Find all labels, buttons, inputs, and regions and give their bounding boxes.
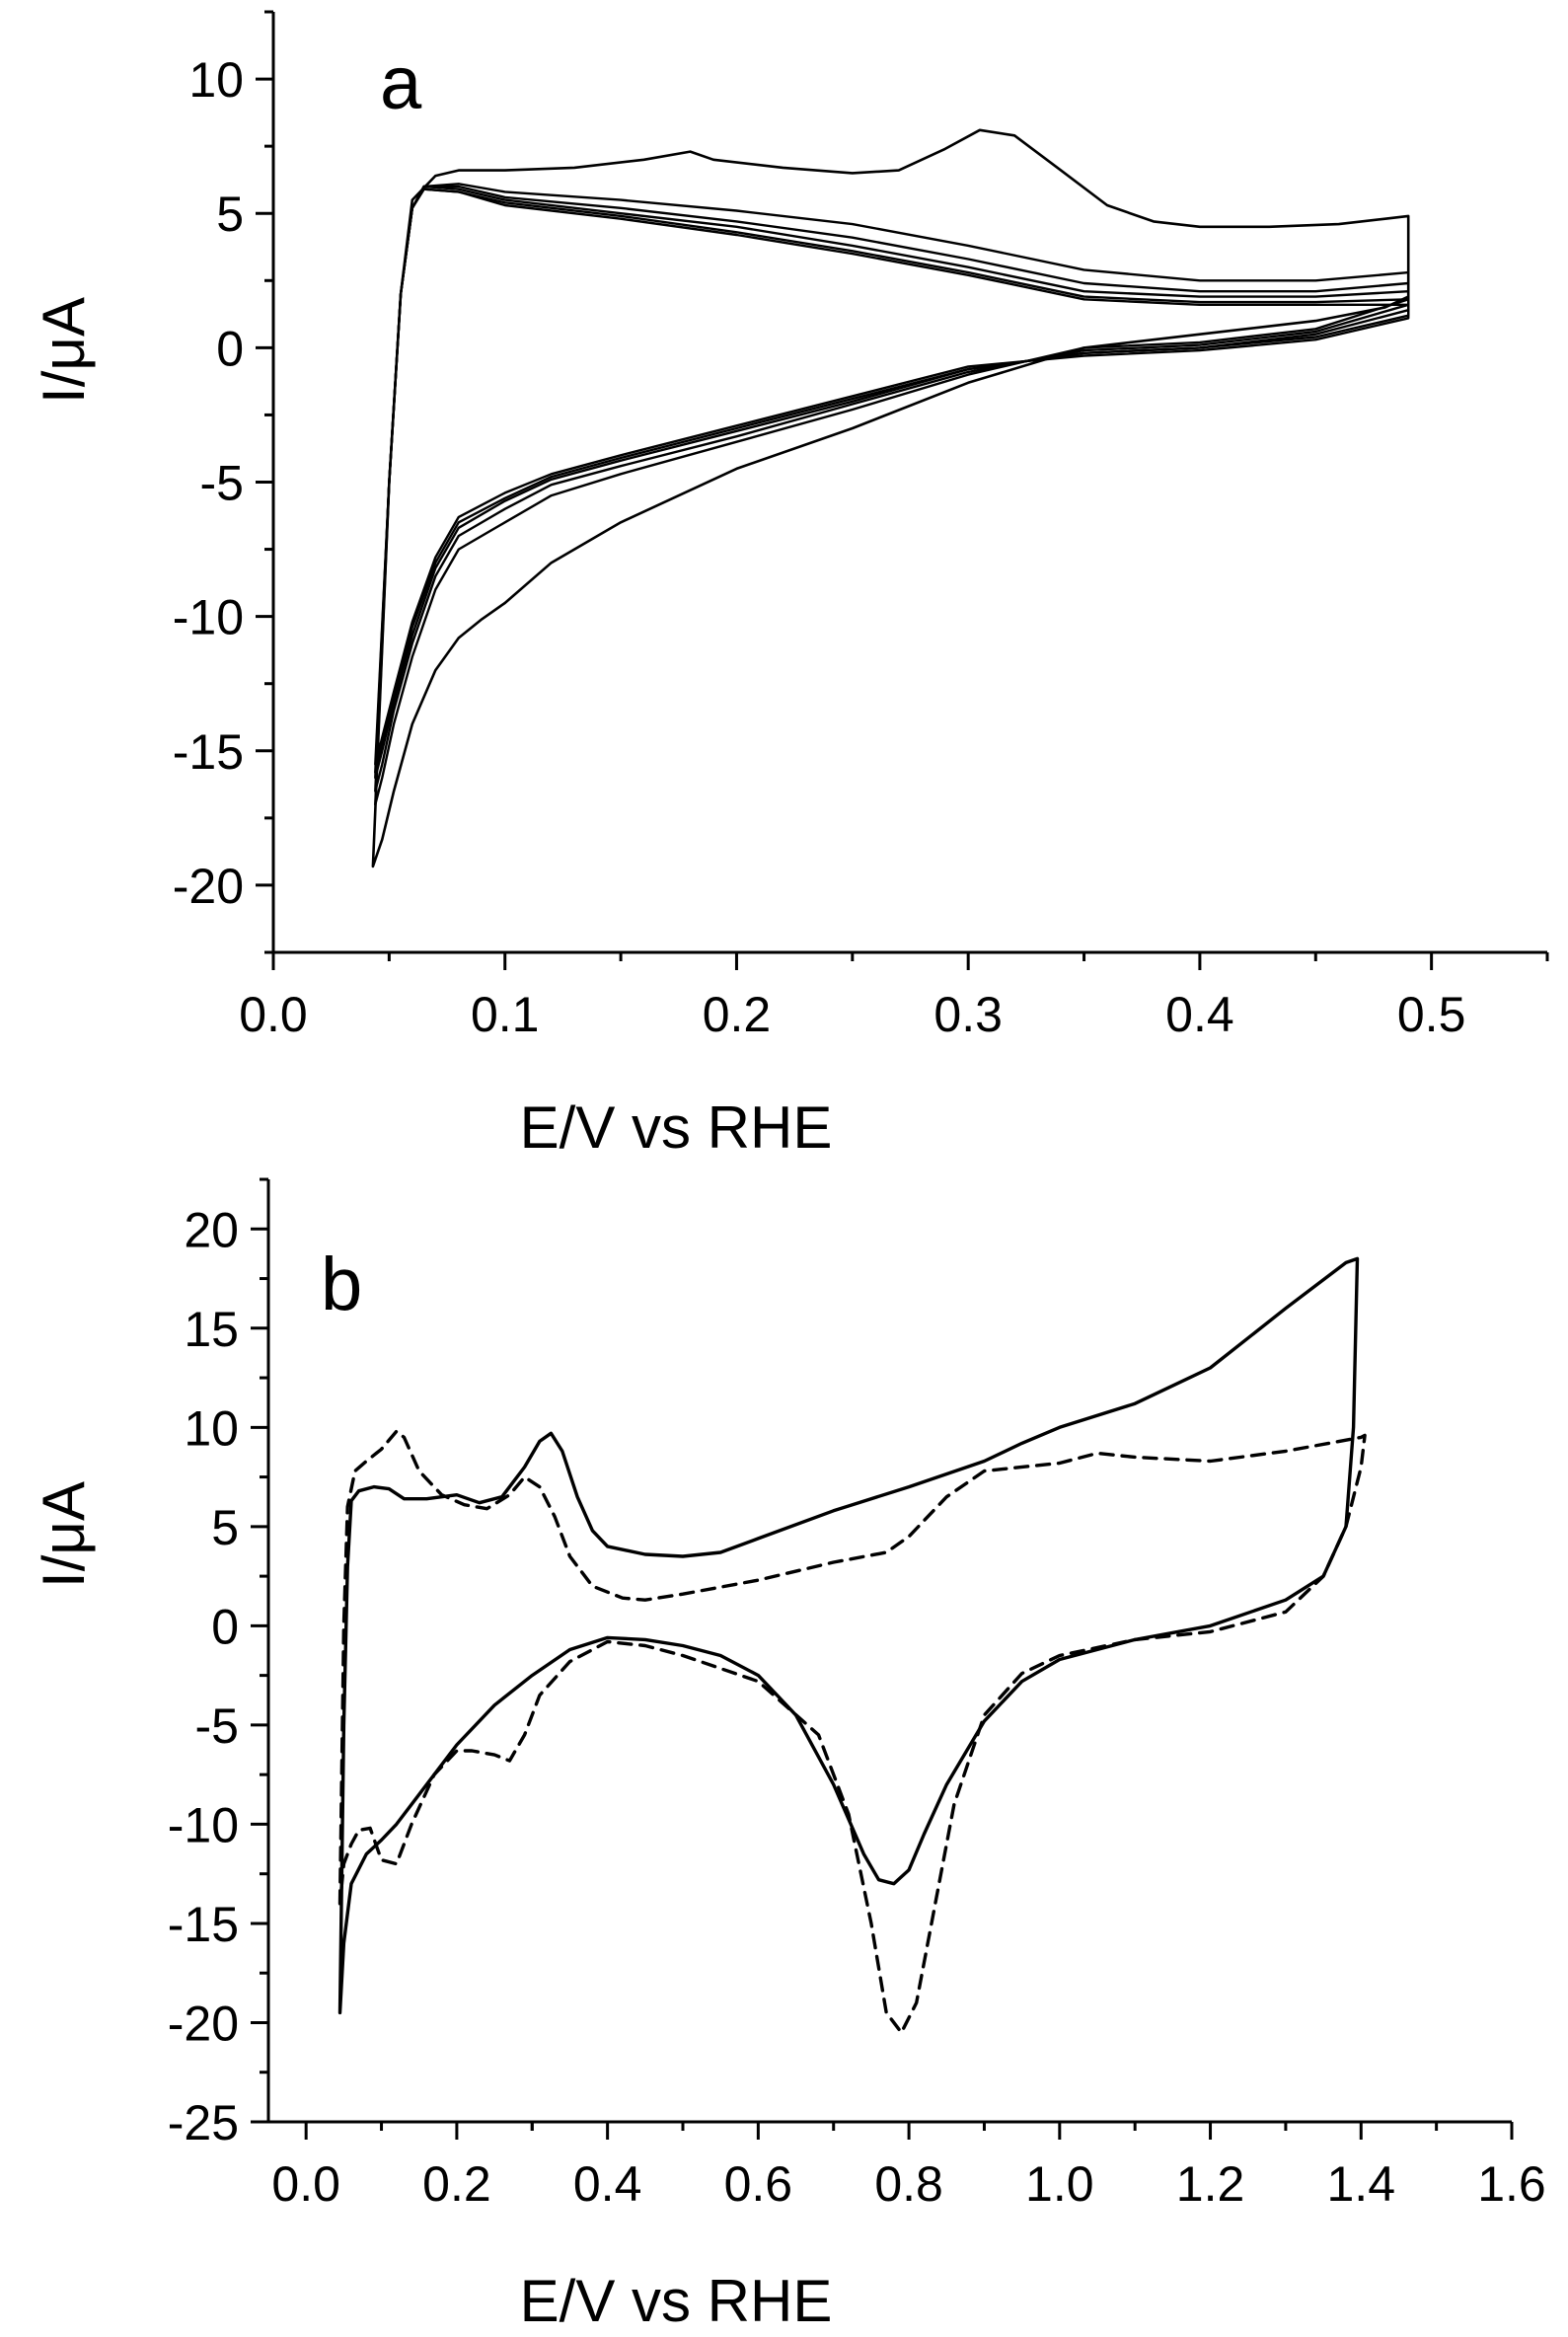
chart-b-x-tick-label-7: 1.4 bbox=[1327, 2156, 1396, 2212]
chart-a-x-tick-label-4: 0.4 bbox=[1165, 987, 1234, 1042]
chart-b-series-solid bbox=[337, 1256, 1360, 2015]
chart-a-series-cycle-6 bbox=[374, 188, 1410, 766]
chart-a-series-cycle-1 bbox=[371, 128, 1410, 868]
chart-a-x-tick-label-1: 0.1 bbox=[471, 987, 540, 1042]
chart-a-y-tick-label-4: 0 bbox=[216, 321, 244, 376]
chart-a-x-tick-label-2: 0.2 bbox=[703, 987, 772, 1042]
chart-a-series-cycle-2 bbox=[374, 183, 1410, 806]
chart-b-x-tick-label-3: 0.6 bbox=[724, 2156, 793, 2212]
chart-b-series-layer bbox=[337, 1256, 1367, 2035]
chart-b-y-tick-label-9: 20 bbox=[184, 1202, 239, 1257]
chart-a-x-tick-label-3: 0.3 bbox=[933, 987, 1003, 1042]
chart-a-y-tick-label-6: 10 bbox=[188, 52, 244, 108]
chart-b-y-tick-label-8: 15 bbox=[184, 1302, 239, 1357]
chart-b-y-tick-label-2: -15 bbox=[168, 1897, 239, 1952]
chart-b-axes bbox=[251, 1177, 1514, 2140]
chart-a-y-tick-label-5: 5 bbox=[216, 187, 244, 242]
chart-b-x-tick-label-8: 1.6 bbox=[1477, 2156, 1546, 2212]
chart-a-y-tick-label-1: -15 bbox=[173, 724, 244, 780]
chart-a-y-tick-label-0: -20 bbox=[173, 859, 244, 914]
chart-b-series-dashed bbox=[337, 1429, 1367, 2035]
chart-panel-b: 0.0 0.2 0.4 0.6 0.8 1.0 1.2 1.4 1.6 -25 -20 -15 -10 -… bbox=[31, 1177, 1546, 2334]
chart-b-panel-label: b bbox=[321, 1243, 362, 1326]
chart-b-x-tick-label-4: 0.8 bbox=[874, 2156, 943, 2212]
chart-b-tick-labels: 0.0 0.2 0.4 0.6 0.8 1.0 1.2 1.4 1.6 -25 -20 -15 -10 -… bbox=[168, 1202, 1546, 2212]
chart-a-x-tick-label-0: 0.0 bbox=[239, 987, 308, 1042]
chart-b-y-axis-title: I/μA bbox=[31, 1481, 97, 1588]
chart-b-y-tick-label-0: -25 bbox=[168, 2095, 239, 2150]
chart-a-panel-label: a bbox=[380, 41, 422, 125]
chart-b-x-tick-label-2: 0.4 bbox=[573, 2156, 642, 2212]
chart-a-x-tick-label-5: 0.5 bbox=[1397, 987, 1466, 1042]
chart-a-axes bbox=[256, 10, 1549, 970]
chart-b-y-tick-label-5: 0 bbox=[211, 1599, 239, 1654]
chart-a-series-layer bbox=[371, 128, 1410, 868]
chart-a-y-tick-label-3: -5 bbox=[200, 456, 244, 511]
chart-b-y-tick-label-6: 5 bbox=[211, 1500, 239, 1555]
chart-b-y-tick-label-4: -5 bbox=[195, 1698, 239, 1754]
chart-b-y-tick-label-3: -10 bbox=[168, 1797, 239, 1852]
chart-b-x-tick-label-1: 0.2 bbox=[422, 2156, 491, 2212]
chart-b-y-tick-label-7: 10 bbox=[184, 1400, 239, 1456]
chart-b-y-tick-label-1: -20 bbox=[168, 1996, 239, 2051]
chart-b-x-tick-label-6: 1.2 bbox=[1176, 2156, 1245, 2212]
chart-panel-a: 0.0 0.1 0.2 0.3 0.4 0.5 -20 -15 -10 -5 0 5 10 E/V vs… bbox=[31, 10, 1549, 1161]
chart-a-series-cycle-5 bbox=[374, 188, 1410, 774]
chart-b-x-axis-title: E/V vs RHE bbox=[520, 2268, 833, 2334]
chart-a-tick-labels: 0.0 0.1 0.2 0.3 0.4 0.5 -20 -15 -10 -5 0 5 10 bbox=[173, 52, 1466, 1042]
chart-a-y-tick-label-2: -10 bbox=[173, 590, 244, 645]
chart-a-y-axis-title: I/μA bbox=[31, 297, 97, 404]
chart-a-x-axis-title: E/V vs RHE bbox=[520, 1094, 833, 1161]
chart-b-x-tick-label-0: 0.0 bbox=[271, 2156, 340, 2212]
chart-b-x-tick-label-5: 1.0 bbox=[1025, 2156, 1094, 2212]
